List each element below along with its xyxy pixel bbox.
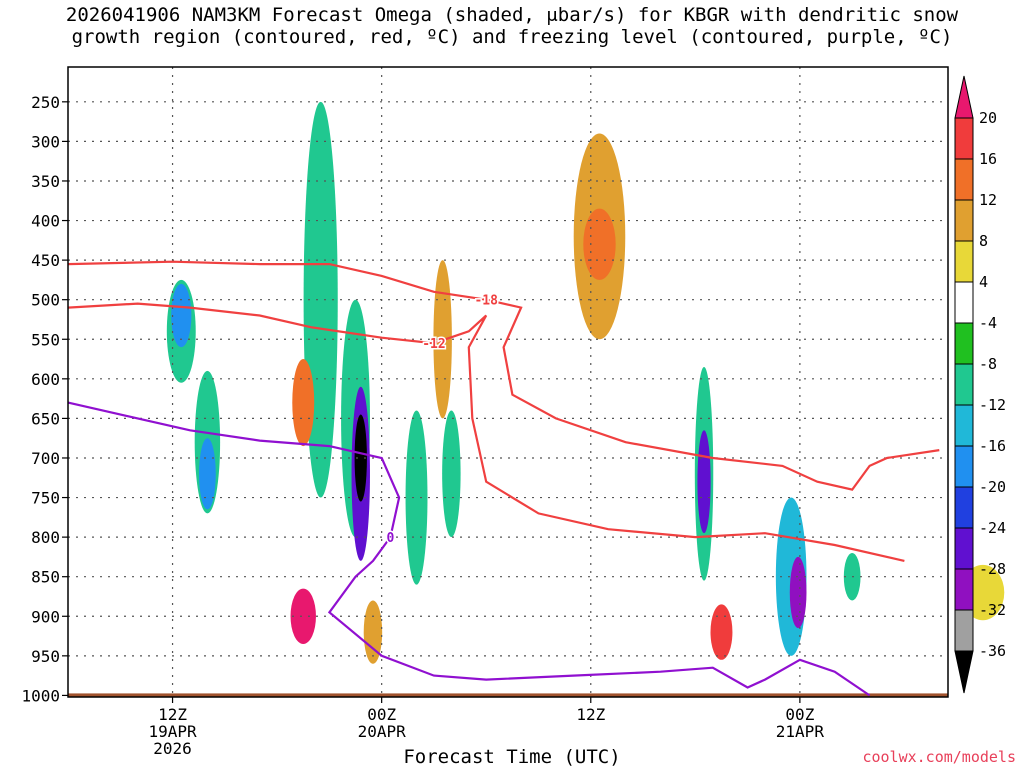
colorbar-segment [954, 117, 974, 160]
y-tick-label: 550 [31, 330, 60, 349]
colorbar-segment [954, 527, 974, 570]
y-tick-label: 900 [31, 607, 60, 626]
x-tick-label: 19APR [148, 722, 197, 741]
colorbar-label: -32 [979, 601, 1006, 619]
colorbar-segment [954, 199, 974, 242]
omega-cell [354, 414, 367, 502]
colorbar-label: -16 [979, 437, 1006, 455]
contour-lines: -18 -12 0 [67, 260, 940, 697]
colorbar-label: -24 [979, 519, 1006, 537]
omega-cell [290, 588, 316, 644]
freezing-level-contour [67, 401, 871, 697]
ground-surface [68, 693, 948, 697]
dgz-contour [67, 260, 940, 491]
x-tick-label: 12Z [576, 705, 605, 724]
x-tick-label: 2026 [153, 739, 192, 758]
colorbar-label: -4 [979, 314, 997, 332]
y-tick-label: 850 [31, 568, 60, 587]
omega-cell [171, 283, 192, 348]
omega-cell [789, 556, 807, 629]
y-tick-label: 700 [31, 449, 60, 468]
dgz-contour-label: -18 [474, 294, 498, 309]
y-tick-label: 800 [31, 528, 60, 547]
colorbar-segment [954, 404, 974, 447]
colorbar: 20 16 12 8 4 -4 -8 -12 -16 -20 -24 -28 -32 -36 [954, 75, 1006, 694]
x-tick-label: 20APR [358, 722, 407, 741]
y-tick-label: 750 [31, 489, 60, 508]
omega-shading [166, 101, 1005, 664]
y-tick-label: 950 [31, 647, 60, 666]
colorbar-segment [954, 486, 974, 529]
x-tick-label: 00Z [785, 705, 814, 724]
omega-cell [363, 600, 383, 664]
y-axis: 250 300 350 400 450 500 550 600 650 700 750 800 850 9… [21, 93, 68, 705]
freezing-level-contour-label: 0 [386, 531, 394, 546]
x-tick-label: 12Z [158, 705, 187, 724]
omega-cell [697, 430, 711, 534]
y-tick-label: 650 [31, 409, 60, 428]
omega-cell [710, 604, 733, 660]
y-tick-label: 250 [31, 93, 60, 112]
colorbar-label: 16 [979, 150, 997, 168]
omega-cell [199, 438, 216, 510]
colorbar-segment [954, 445, 974, 488]
colorbar-segment [954, 363, 974, 406]
y-tick-label: 500 [31, 291, 60, 310]
colorbar-arrow-top [954, 75, 974, 119]
omega-cell [405, 410, 428, 585]
colorbar-segment [954, 281, 974, 324]
y-tick-label: 600 [31, 370, 60, 389]
y-tick-label: 400 [31, 212, 60, 231]
chart-title-line1: 2026041906 NAM3KM Forecast Omega (shaded… [65, 4, 959, 26]
plot-frame [67, 66, 949, 698]
y-tick-label: 450 [31, 251, 60, 270]
chart-title-line2: growth region (contoured, red, ºC) and f… [71, 26, 953, 48]
colorbar-label: 8 [979, 232, 988, 250]
x-tick-label: 21APR [776, 722, 825, 741]
colorbar-segment [954, 609, 974, 652]
colorbar-label: 12 [979, 191, 997, 209]
colorbar-label: -28 [979, 560, 1006, 578]
dgz-contour-label: -12 [422, 337, 445, 352]
colorbar-arrow-bottom [954, 650, 974, 694]
dgz-contour [67, 302, 905, 562]
y-tick-label: 1000 [21, 686, 60, 705]
colorbar-label: -12 [979, 396, 1006, 414]
chart-title: 2026041906 NAM3KM Forecast Omega (shaded… [0, 4, 1024, 48]
colorbar-segment [954, 322, 974, 365]
x-axis-label: Forecast Time (UTC) [403, 746, 621, 768]
colorbar-label: 4 [979, 273, 988, 291]
grid-lines [68, 67, 948, 697]
colorbar-label: 20 [979, 109, 997, 127]
colorbar-label: -36 [979, 642, 1006, 660]
x-tick-label: 00Z [367, 705, 396, 724]
omega-cell [442, 410, 461, 538]
credit-link[interactable]: coolwx.com/models [862, 748, 1016, 766]
y-tick-label: 350 [31, 172, 60, 191]
colorbar-segment [954, 158, 974, 201]
colorbar-label: -20 [979, 478, 1006, 496]
colorbar-segment [954, 240, 974, 283]
colorbar-label: -8 [979, 355, 997, 373]
y-tick-label: 300 [31, 132, 60, 151]
omega-cell [292, 359, 315, 447]
colorbar-segment [954, 568, 974, 611]
omega-cell [583, 208, 616, 280]
